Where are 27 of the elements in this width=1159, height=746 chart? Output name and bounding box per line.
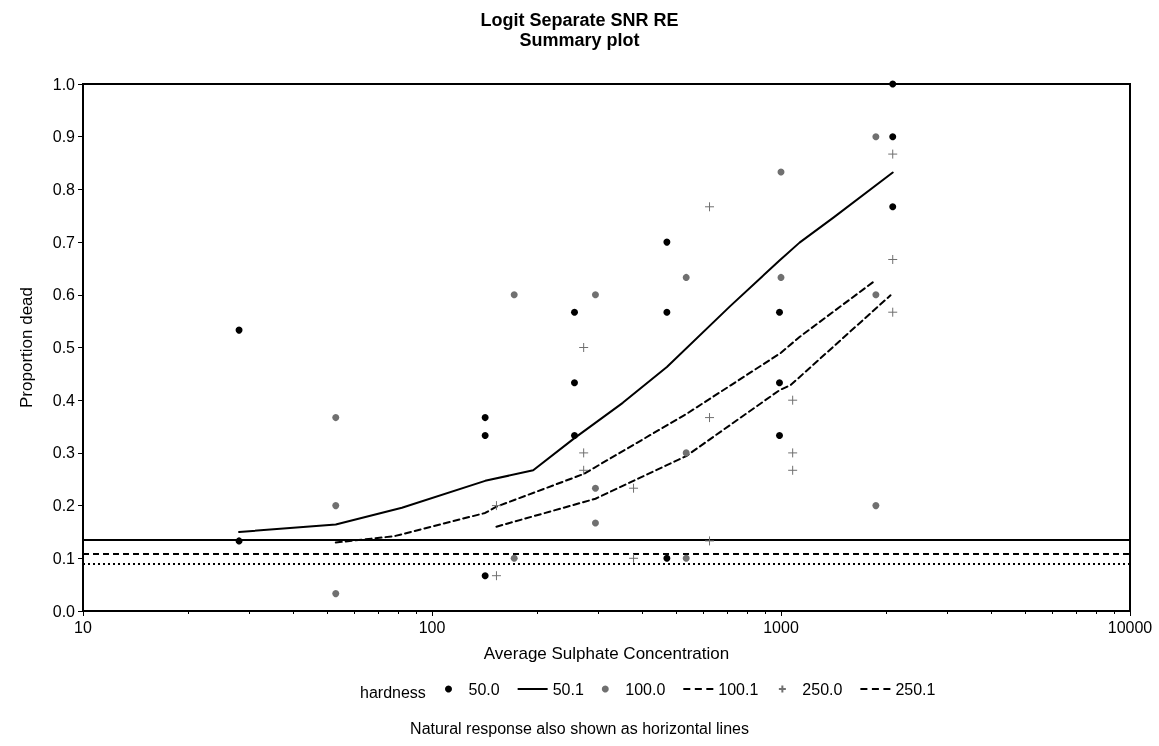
y-tick-label: 0.8 (52, 180, 76, 198)
y-tick-label: 0.5 (52, 339, 76, 356)
y-axis-title: Proportion dead (17, 287, 36, 408)
legend-label: 50.1 (552, 680, 584, 698)
x-tick-label: 100 (418, 618, 446, 636)
y-tick-label: 0.7 (52, 233, 76, 251)
x-tick-label: 10 (74, 618, 92, 636)
y-tick-label: 0.0 (52, 602, 76, 620)
y-tick-label: 1.0 (52, 75, 76, 93)
chart-title: Logit Separate SNR RE (480, 10, 679, 30)
y-tick-label: 0.3 (52, 444, 76, 462)
x-tick-label: 10000 (1107, 618, 1153, 636)
text: Natural response also shown as horizontal lines (410, 719, 749, 737)
y-tick-label: 0.4 (52, 391, 76, 409)
y-tick-label: 0.2 (52, 497, 76, 515)
y-tick-label: 0.9 (52, 128, 76, 146)
legend-label: 100.0 (625, 680, 666, 698)
x-tick-label: 1000 (763, 618, 799, 636)
legend-label: 100.1 (718, 680, 759, 698)
legend-label: 250.0 (802, 680, 843, 698)
y-tick-label: 0.6 (52, 286, 76, 304)
legend-label: 50.0 (468, 680, 500, 698)
chart-subtitle: Summary plot (519, 30, 640, 50)
legend-title: hardness (360, 683, 426, 701)
y-tick-label: 0.1 (52, 549, 76, 567)
x-axis-title: Average Sulphate Concentration (483, 644, 730, 663)
legend-label: 250.1 (895, 680, 936, 698)
